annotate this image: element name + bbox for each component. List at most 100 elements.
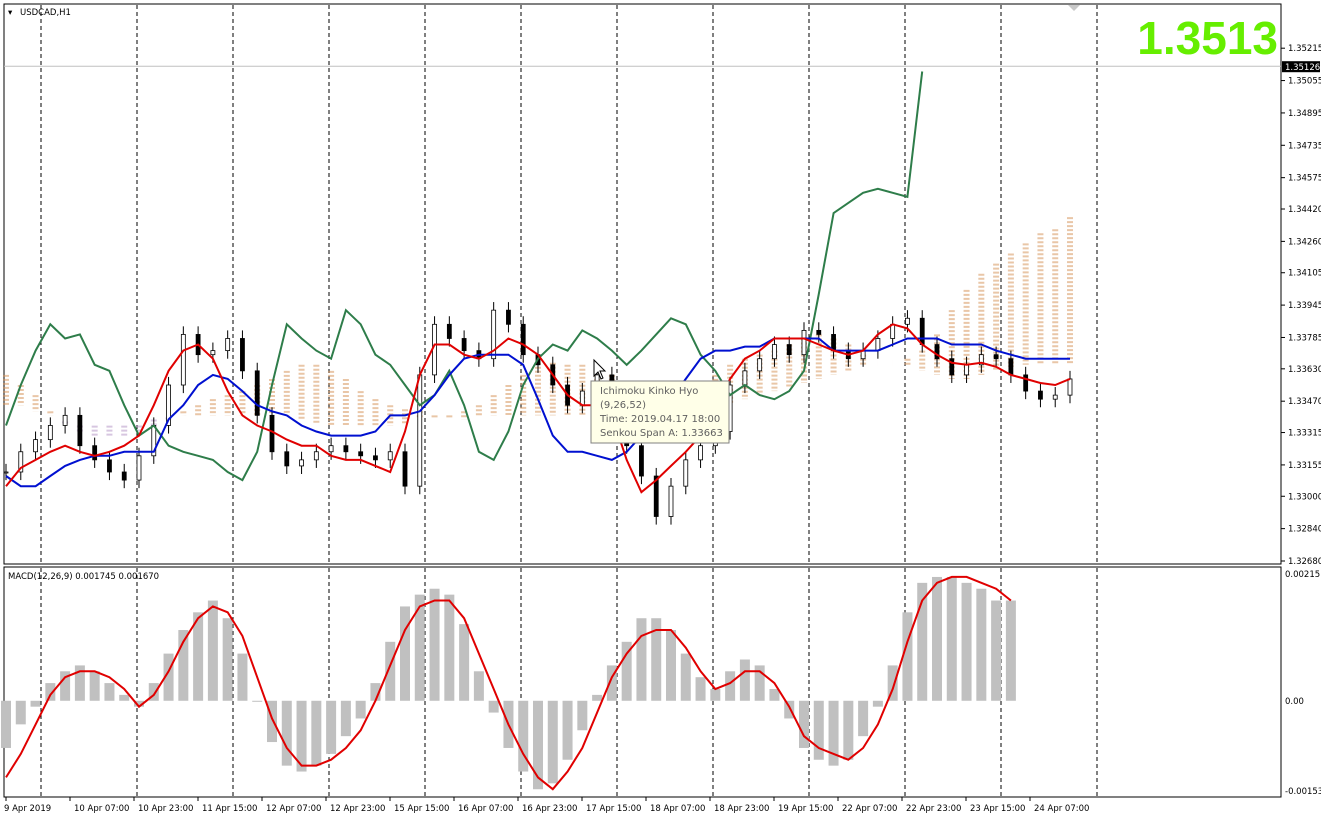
macd-bar-57 [843,700,854,760]
macd-bar-29 [429,588,440,701]
price-candle-20 [299,459,304,467]
macd-bar-33 [488,700,499,713]
price-candle-50 [742,370,748,386]
price-candle-2 [33,439,38,453]
price-candle-31 [461,338,467,352]
macd-bar-2 [30,700,41,707]
price-tick-label-1: 1.35055 [1288,77,1321,87]
price-tick-label-16: 1.32680 [1288,557,1321,567]
macd-bar-17 [252,700,263,702]
chart-shift-marker[interactable] [1068,5,1080,11]
price-candle-47 [698,445,703,461]
time-tick-label-6: 15 Apr 15:00 [394,804,449,814]
price-candle-9 [136,455,142,481]
macd-label: MACD(12,26,9) 0.001745 0.001670 [8,572,159,582]
time-tick-label-2: 10 Apr 23:00 [138,804,193,814]
mouse-cursor-icon [593,358,607,380]
big-price-display: 1.3513 [1137,12,1278,64]
macd-bar-3 [45,683,56,701]
macd-bar-14 [207,600,218,701]
price-candle-45 [668,485,674,517]
macd-bar-50 [739,659,750,701]
macd-bar-18 [267,700,277,743]
macd-bar-60 [887,665,898,701]
price-candle-68 [1008,358,1014,376]
price-candle-65 [964,364,969,376]
macd-bar-22 [326,700,337,754]
macd-bar-64 [946,576,957,701]
price-axis: 1.35215 1.35055 1.34895 1.34735 1.34575 1.344… [1281,44,1321,797]
macd-bar-39 [577,700,588,731]
macd-bar-1 [15,700,26,725]
price-candle-55 [816,329,822,335]
tooltip-time: Time: 2019.04.17 18:00 [599,414,720,425]
macd-bar-40 [592,694,603,701]
macd-bar-42 [621,641,632,701]
price-tick-label-5: 1.34420 [1288,205,1321,215]
tooltip-params: (9,26,52) [600,400,646,411]
price-candle-33 [491,309,497,360]
time-tick-label-11: 18 Apr 23:00 [714,804,769,814]
price-candle-8 [121,471,127,481]
macd-bar-36 [533,700,543,790]
macd-bar-56 [828,700,839,766]
time-tick-label-9: 17 Apr 15:00 [586,804,641,814]
price-panel[interactable] [3,3,1282,565]
indicator-tooltip: Ichimoku Kinko Hyo (9,26,52) Time: 2019.… [590,380,730,444]
price-candle-30 [446,323,452,339]
price-candle-62 [919,317,925,345]
macd-bar-10 [148,683,159,701]
symbol-menu-icon[interactable]: ▾ [8,8,13,18]
time-tick-label-10: 18 Apr 07:00 [650,804,705,814]
macd-bar-67 [991,600,1002,701]
macd-bar-12 [178,630,189,701]
price-candle-24 [358,451,364,457]
macd-bar-30 [444,594,455,701]
macd-bar-45 [666,630,676,701]
time-tick-label-1: 10 Apr 07:00 [74,804,129,814]
macd-bar-38 [562,700,573,760]
time-axis: 9 Apr 2019 10 Apr 07:00 10 Apr 23:00 11 Apr… [4,797,1089,814]
ichimoku-lines [5,71,1071,494]
price-tick-label-8: 1.33945 [1288,301,1321,311]
macd-bar-28 [414,594,425,701]
price-candle-5 [77,414,83,447]
macd-bar-27 [400,606,410,701]
time-tick-label-5: 12 Apr 23:00 [330,804,385,814]
price-candle-3 [47,425,53,441]
price-candle-18 [269,414,275,453]
price-candle-63 [934,344,940,360]
symbol-label: USDCAD,H1 [20,8,71,18]
macd-bar-35 [518,700,529,772]
price-candle-0 [3,471,9,474]
macd-bar-0 [1,700,11,748]
macd-bar-61 [902,612,913,701]
macd-bar-59 [872,700,883,707]
macd-bar-48 [710,688,721,701]
price-candle-46 [683,459,689,487]
macd-bar-46 [680,653,691,701]
price-candle-22 [328,445,334,453]
price-tick-label-2: 1.34895 [1288,109,1321,119]
macd-signal-line [5,575,1012,791]
price-candle-14 [210,350,216,356]
price-tick-label-11: 1.33470 [1288,397,1321,407]
time-tick-label-12: 19 Apr 15:00 [778,804,833,814]
price-tick-label-10: 1.33630 [1288,365,1321,375]
price-tick-label-14: 1.33000 [1288,492,1321,502]
macd-bar-43 [636,618,647,701]
price-candle-71 [1052,394,1058,400]
macd-tick-label-1: 0.00 [1285,697,1304,707]
price-tick-label-7: 1.34105 [1288,269,1321,279]
vertical-gridlines [40,5,1098,796]
macd-bar-55 [813,700,824,760]
macd-bar-52 [769,688,780,701]
tenkan-line [5,323,1071,494]
tooltip-box [590,380,730,444]
price-tick-label-13: 1.33155 [1288,461,1321,471]
price-tick-label-12: 1.33315 [1288,429,1321,439]
price-tick-label-3: 1.34735 [1288,141,1321,151]
macd-tick-label-0: 0.002151 [1285,570,1321,580]
price-tick-label-6: 1.34260 [1288,237,1321,247]
